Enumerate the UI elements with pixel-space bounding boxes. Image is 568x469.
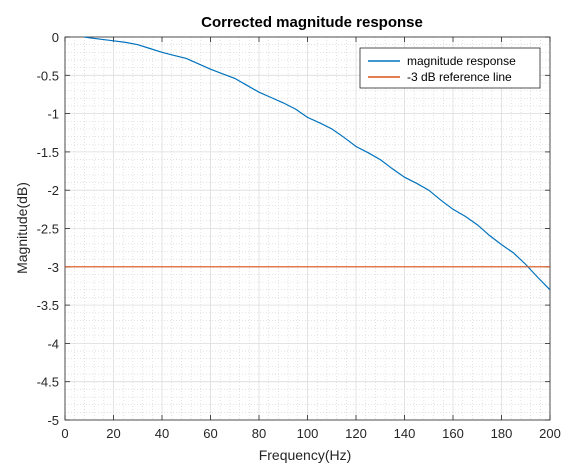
x-tick-label: 40 — [155, 426, 169, 441]
y-tick-label: 0 — [52, 30, 59, 45]
x-tick-label: 20 — [106, 426, 120, 441]
x-axis-title: Frequency(Hz) — [259, 447, 352, 463]
y-tick-label: -1 — [47, 107, 59, 122]
x-tick-label: 0 — [61, 426, 68, 441]
y-axis-title: Magnitude(dB) — [14, 182, 30, 274]
y-tick-label: -0.5 — [37, 68, 59, 83]
chart-title: Corrected magnitude response — [201, 14, 423, 31]
y-tick-label: -3 — [47, 260, 59, 275]
x-tick-label: 200 — [539, 426, 561, 441]
x-tick-label: 60 — [203, 426, 217, 441]
legend-label: magnitude response — [407, 54, 516, 68]
x-tick-label: 160 — [442, 426, 464, 441]
x-tick-label: 80 — [252, 426, 266, 441]
y-tick-label: -4 — [47, 336, 59, 351]
y-tick-label: -2.5 — [37, 222, 59, 237]
y-tick-label: -3.5 — [37, 298, 59, 313]
x-tick-label: 120 — [345, 426, 367, 441]
legend-box — [359, 47, 541, 89]
x-tick-label: 100 — [297, 426, 319, 441]
x-tick-label: 140 — [394, 426, 416, 441]
y-tick-label: -2 — [47, 183, 59, 198]
x-tick-label: 180 — [491, 426, 513, 441]
series-line-magnitude-response — [84, 36, 551, 291]
y-tick-label: -1.5 — [37, 145, 59, 160]
legend-label: -3 dB reference line — [407, 70, 512, 84]
y-tick-label: -5 — [47, 413, 59, 428]
y-tick-label: -4.5 — [37, 375, 59, 390]
